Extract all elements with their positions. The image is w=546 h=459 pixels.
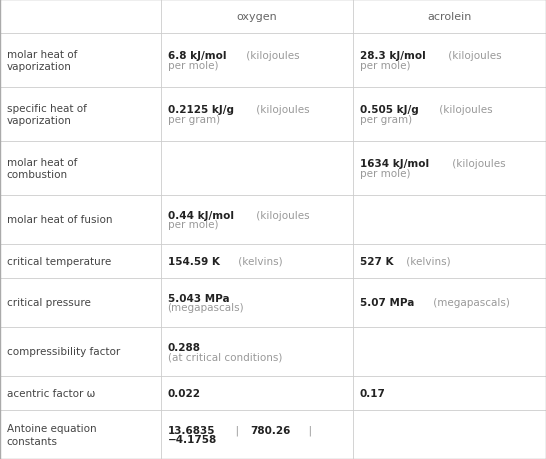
Text: 5.07 MPa: 5.07 MPa xyxy=(360,298,414,308)
Text: −4.1758: −4.1758 xyxy=(168,434,217,444)
Text: per gram): per gram) xyxy=(168,114,219,124)
Text: (kilojoules: (kilojoules xyxy=(449,159,506,169)
Text: 780.26: 780.26 xyxy=(251,425,290,435)
Text: 0.288: 0.288 xyxy=(168,342,200,352)
Text: (kilojoules: (kilojoules xyxy=(253,210,310,220)
Text: (kilojoules: (kilojoules xyxy=(243,51,300,61)
Text: 527 K: 527 K xyxy=(360,257,393,266)
Text: critical pressure: critical pressure xyxy=(7,298,91,308)
Text: 154.59 K: 154.59 K xyxy=(168,257,219,266)
Text: (kelvins): (kelvins) xyxy=(403,257,450,266)
Text: |: | xyxy=(302,425,313,435)
Text: 0.2125 kJ/g: 0.2125 kJ/g xyxy=(168,105,234,115)
Text: 0.44 kJ/mol: 0.44 kJ/mol xyxy=(168,210,234,220)
Text: per mole): per mole) xyxy=(360,61,410,71)
Text: Antoine equation
constants: Antoine equation constants xyxy=(7,423,96,446)
Text: (kilojoules: (kilojoules xyxy=(444,51,501,61)
Text: molar heat of fusion: molar heat of fusion xyxy=(7,215,112,225)
Text: 1634 kJ/mol: 1634 kJ/mol xyxy=(360,159,429,169)
Text: (kilojoules: (kilojoules xyxy=(253,105,310,115)
Text: oxygen: oxygen xyxy=(237,12,277,22)
Text: specific heat of
vaporization: specific heat of vaporization xyxy=(7,104,86,126)
Text: (megapascals): (megapascals) xyxy=(430,298,510,308)
Text: per gram): per gram) xyxy=(360,114,412,124)
Text: (at critical conditions): (at critical conditions) xyxy=(168,352,282,361)
Text: 6.8 kJ/mol: 6.8 kJ/mol xyxy=(168,51,226,61)
Text: 5.043 MPa: 5.043 MPa xyxy=(168,293,229,303)
Text: (megapascals): (megapascals) xyxy=(168,302,244,313)
Text: acrolein: acrolein xyxy=(428,12,472,22)
Text: 0.022: 0.022 xyxy=(168,388,200,398)
Text: |: | xyxy=(229,425,246,435)
Text: per mole): per mole) xyxy=(168,220,218,230)
Text: 0.17: 0.17 xyxy=(360,388,385,398)
Text: compressibility factor: compressibility factor xyxy=(7,347,120,357)
Text: per mole): per mole) xyxy=(168,61,218,71)
Text: molar heat of
vaporization: molar heat of vaporization xyxy=(7,50,77,72)
Text: acentric factor ω: acentric factor ω xyxy=(7,388,95,398)
Text: 0.505 kJ/g: 0.505 kJ/g xyxy=(360,105,419,115)
Text: molar heat of
combustion: molar heat of combustion xyxy=(7,157,77,180)
Text: critical temperature: critical temperature xyxy=(7,257,111,266)
Text: (kilojoules: (kilojoules xyxy=(436,105,492,115)
Text: 28.3 kJ/mol: 28.3 kJ/mol xyxy=(360,51,425,61)
Text: 13.6835: 13.6835 xyxy=(168,425,215,435)
Text: (kelvins): (kelvins) xyxy=(235,257,282,266)
Text: per mole): per mole) xyxy=(360,168,410,178)
